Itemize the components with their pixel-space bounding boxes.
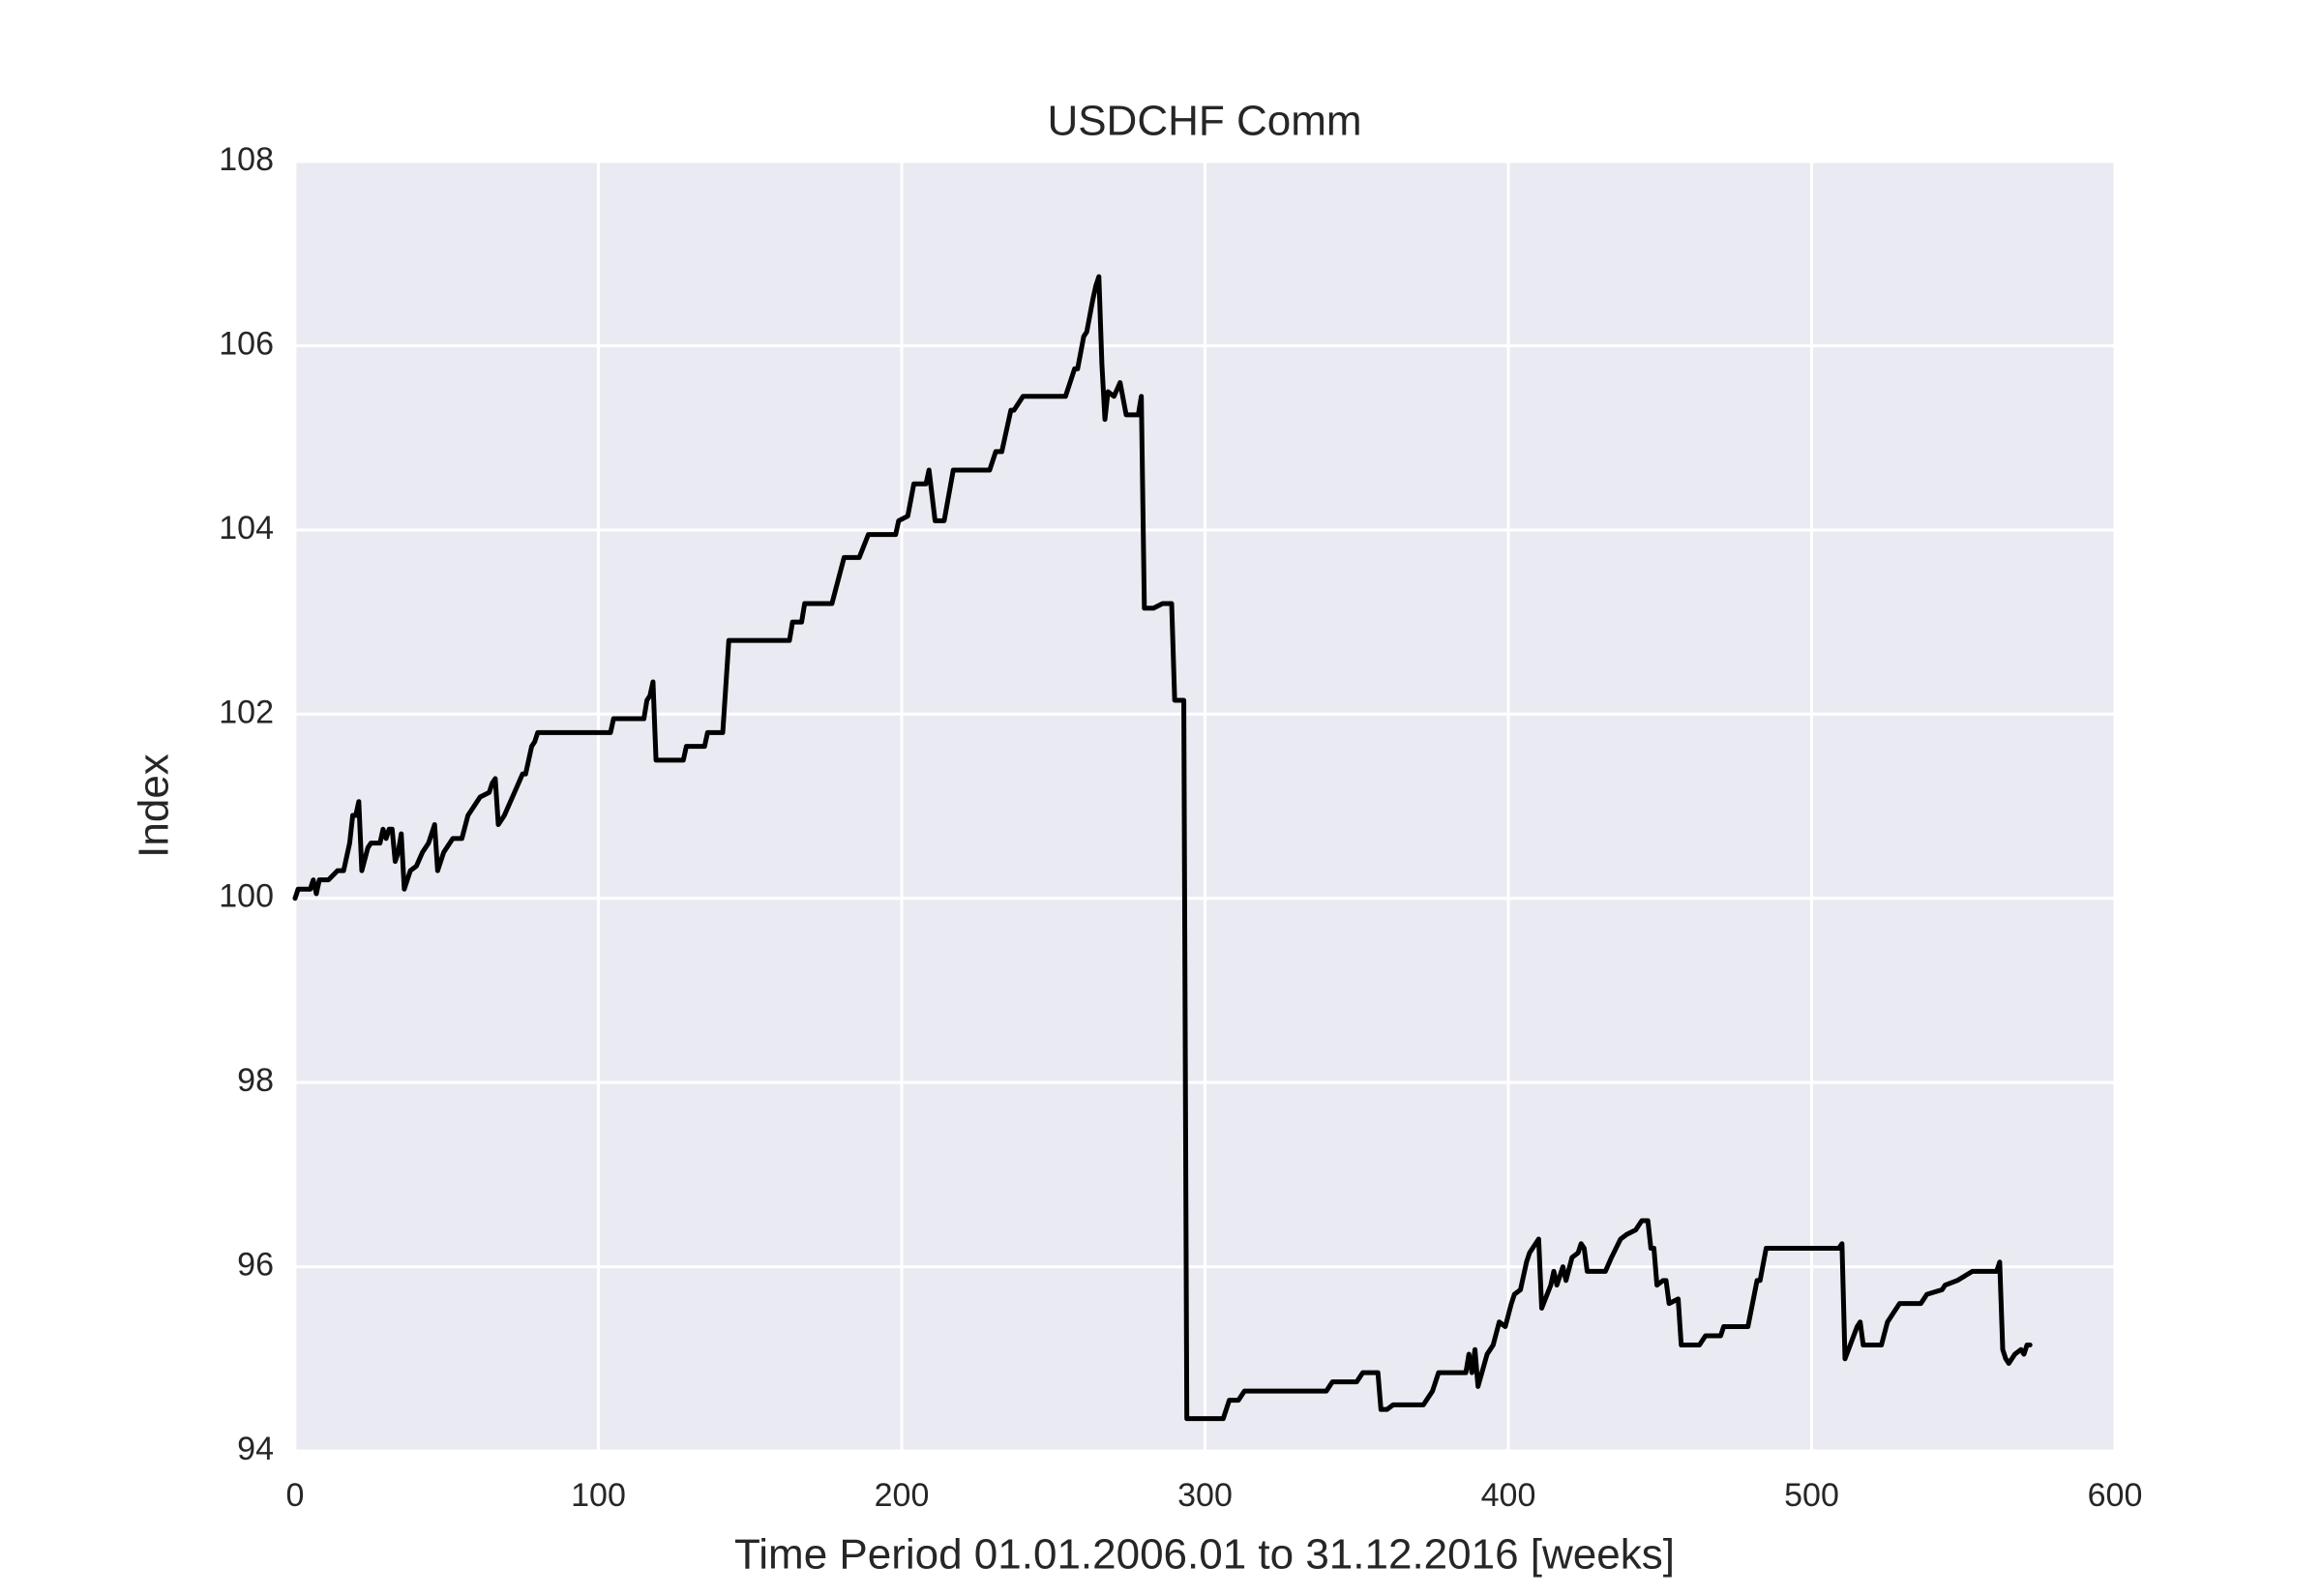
y-tick-label: 106 [219,325,274,362]
y-tick-label: 102 [219,694,274,730]
y-axis-label: Index [131,754,178,858]
y-tick-label: 100 [219,878,274,915]
x-tick-label: 300 [1177,1477,1233,1514]
y-tick-label: 108 [219,141,274,178]
y-tick-label: 94 [237,1431,274,1467]
x-tick-label: 600 [2088,1477,2143,1514]
y-tick-label: 96 [237,1247,274,1284]
x-tick-label: 100 [571,1477,626,1514]
x-tick-label: 0 [286,1477,305,1514]
x-tick-label: 500 [1784,1477,1839,1514]
y-tick-label: 104 [219,510,274,547]
data-line [292,274,2033,1422]
x-tick-label: 400 [1481,1477,1536,1514]
y-tick-label: 98 [237,1062,274,1099]
x-axis-label: Time Period 01.01.2006.01 to 31.12.2016 … [734,1531,1675,1579]
x-tick-label: 200 [875,1477,930,1514]
chart-title: USDCHF Comm [1047,98,1361,145]
